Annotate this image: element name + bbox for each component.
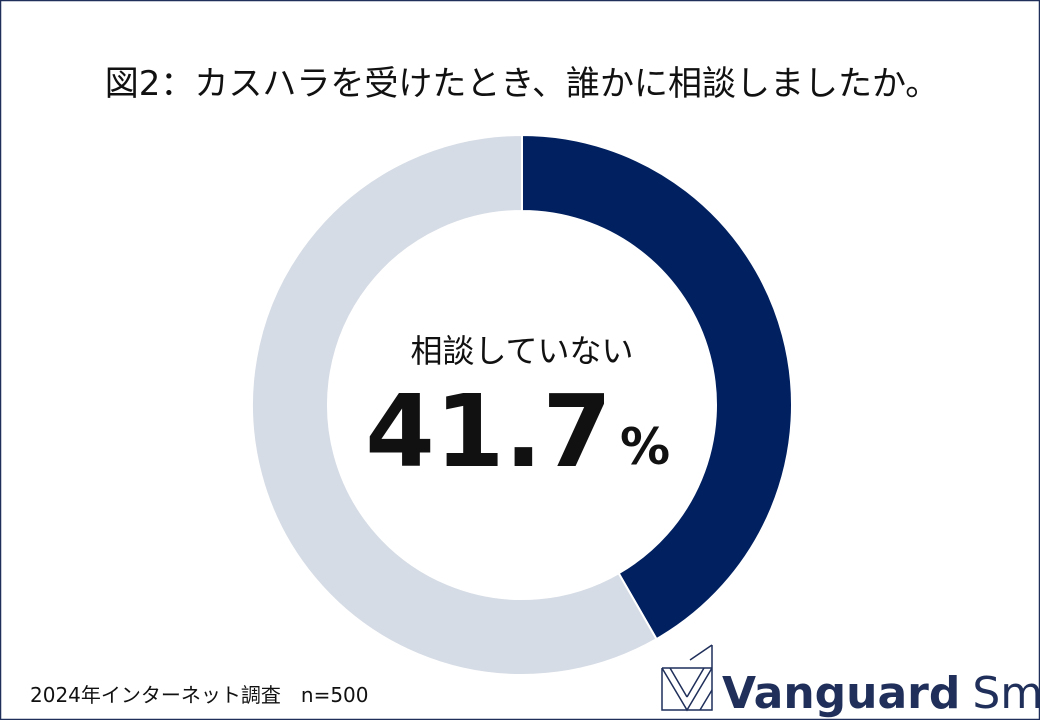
chart-title: 図2：カスハラを受けたとき、誰かに相談しましたか。 [105, 64, 940, 104]
donut-segment [251, 133, 658, 676]
donut-segment [521, 133, 793, 641]
logo-text: VanguardSmith [722, 668, 1040, 719]
logo-regular: Smith [972, 668, 1040, 719]
donut [251, 133, 793, 676]
logo-bold: Vanguard [722, 668, 960, 719]
center-unit: % [620, 418, 670, 476]
center-value: 41.7 [365, 373, 612, 490]
logo-icon [661, 644, 713, 712]
center-label: 相談していない [410, 332, 633, 370]
source-note: 2024年インターネット調査 n=500 [30, 683, 369, 707]
